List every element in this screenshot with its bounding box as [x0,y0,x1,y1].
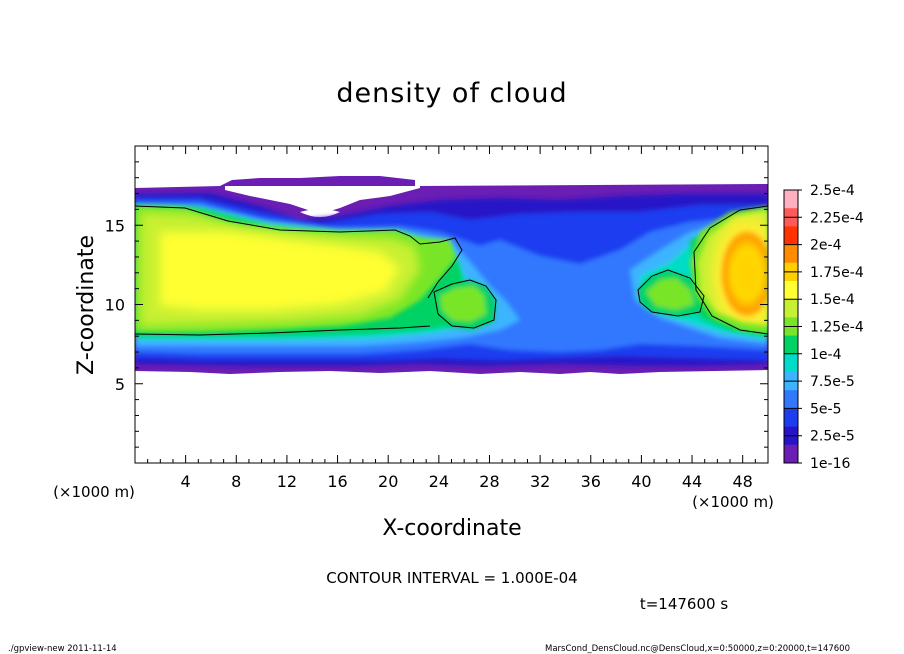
colorbar-label: 1e-16 [810,456,850,472]
heatmap-field [135,176,768,374]
colorbar-segment [784,353,798,373]
x-tick-label: 20 [378,472,398,491]
x-tick-label: 44 [682,472,702,491]
x-tick-label: 40 [631,472,651,491]
x-tick-label: 24 [429,472,449,491]
contour-west-bottom [135,325,431,336]
region-dense-core-west [135,206,456,332]
contour-east [693,205,768,335]
colorbar-segment [784,190,798,209]
region-dense-core-east [690,206,768,334]
x-tick-label: 32 [530,472,550,491]
colorbar-segment [784,335,798,355]
colorbar-label: 5e-5 [810,401,841,417]
colorbar-label: 2.25e-4 [810,210,864,226]
contour-interval-text: CONTOUR INTERVAL = 1.000E-04 [326,569,577,587]
colorbar-label: 1.25e-4 [810,320,864,336]
colorbar-label: 2.5e-5 [810,429,855,445]
time-text: t=147600 s [640,595,728,613]
colorbar-label: 1.75e-4 [810,265,864,281]
footer-right: MarsCond_DensCloud.nc@DensCloud,x=0:5000… [545,644,850,654]
region-patch-x26 [430,280,496,330]
x-unit-left: (×1000 m) [53,483,135,501]
footer-left: ./gpview-new 2011-11-14 [8,644,117,654]
x-tick-label: 48 [733,472,753,491]
contour-patch-x26 [433,279,497,329]
x-unit-right: (×1000 m) [692,493,774,511]
contour-lines [135,205,768,336]
x-tick-labels: 4 8 12 16 20 24 28 32 36 40 44 48 [181,472,753,491]
y-axis-label: Z-coordinate [74,235,99,375]
contour-patch-x41 [637,269,705,317]
colorbar-label: 2e-4 [810,238,842,254]
colorbar-segment [784,390,798,409]
chart-title: density of cloud [336,78,567,109]
colorbar-segment [784,299,798,318]
y-tick-label: 15 [105,216,125,235]
x-tick-label: 4 [181,472,191,491]
y-tick-label: 10 [105,296,125,315]
x-tick-label: 28 [479,472,499,491]
x-tick-label: 8 [231,472,241,491]
contour-west [135,205,463,299]
axis-ticks [135,146,768,463]
x-tick-label: 36 [581,472,601,491]
x-axis-label: X-coordinate [382,516,521,541]
colorbar-label: 7.5e-5 [810,374,855,390]
region-upper-gap-2 [300,209,340,217]
x-tick-label: 12 [277,472,297,491]
region-patch-x41 [638,270,706,316]
colorbar-label: 1e-4 [810,347,842,363]
colorbar-label: 1.5e-4 [810,292,855,308]
colorbar-segment [784,226,798,246]
colorbar-label: 2.5e-4 [810,183,855,199]
colorbar-segment [784,244,798,264]
colorbar-segment [784,281,798,300]
colorbar-segment [784,444,798,464]
y-tick-label: 5 [115,375,125,394]
region-upper-gap [225,186,420,214]
y-tick-labels: 5 10 15 [105,216,125,394]
colorbar-labels: 2.5e-4 2.25e-4 2e-4 1.75e-4 1.5e-4 1.25e-4 1e-… [784,183,864,472]
colorbar-segment [784,408,798,428]
x-tick-label: 16 [327,472,347,491]
